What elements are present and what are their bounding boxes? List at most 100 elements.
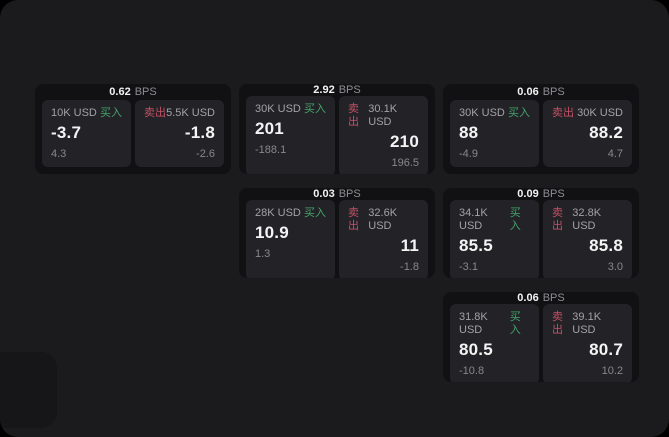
quote-tiles: 31.8K USD 买入 80.5 -10.8 卖出 39.1K USD 80.… [443,304,639,382]
buy-price: 88 [459,123,479,142]
sell-side-label: 卖出 [552,207,563,232]
bps-unit-label: BPS [338,84,361,96]
quote-card-grid: 0.62 BPS 10K USD 买入 -3.7 4.3 卖出 5.5K USD [35,84,639,382]
quote-card-2: 2.92 BPS 30K USD 买入 201 -188.1 卖出 30.1K … [239,84,435,174]
bps-header: 0.06 BPS [443,292,639,304]
background-shape [0,352,57,428]
quote-card-3: 0.06 BPS 30K USD 买入 88 -4.9 卖出 30K USD [443,84,639,174]
sell-delta: 196.5 [391,157,419,169]
sell-quote-tile[interactable]: 卖出 30K USD 88.2 4.7 [543,100,632,167]
buy-notional: 31.8K USD [459,311,488,336]
buy-notional: 10K USD [51,107,97,119]
buy-side-label: 买入 [509,207,521,232]
buy-tile-header: 31.8K USD 买入 [459,311,530,337]
sell-delta: 4.7 [607,148,623,160]
buy-quote-tile[interactable]: 30K USD 买入 201 -188.1 [246,96,335,174]
quote-tiles: 30K USD 买入 88 -4.9 卖出 30K USD 88.2 4.7 [443,100,639,174]
bps-header: 2.92 BPS [239,84,435,96]
buy-tile-header: 10K USD 买入 [51,107,122,120]
buy-notional: 28K USD [255,207,301,219]
bps-unit-label: BPS [134,86,157,98]
bps-unit-label: BPS [542,188,565,200]
sell-side-label: 卖出 [348,103,359,128]
bps-value: 0.62 [109,86,131,98]
buy-quote-tile[interactable]: 10K USD 买入 -3.7 4.3 [42,100,131,167]
sell-tile-header: 卖出 30K USD [552,107,623,120]
buy-side-label: 买入 [304,207,326,219]
sell-notional: 39.1K USD [572,311,602,336]
sell-delta: -1.8 [400,261,419,273]
sell-price: -1.8 [184,123,215,142]
sell-tile-header: 卖出 32.8K USD [552,207,623,233]
sell-price: 11 [400,236,419,255]
buy-delta: -10.8 [459,365,485,377]
sell-notional: 30K USD [577,107,623,119]
buy-tile-header: 34.1K USD 买入 [459,207,530,233]
sell-delta: 10.2 [601,365,623,377]
buy-tile-header: 28K USD 买入 [255,207,326,220]
bps-value: 2.92 [313,84,335,96]
bps-header: 0.09 BPS [443,188,639,200]
bps-unit-label: BPS [542,292,565,304]
sell-notional: 5.5K USD [166,107,215,119]
bps-value: 0.06 [517,86,539,98]
buy-delta: 1.3 [255,248,271,260]
quote-card-1: 0.62 BPS 10K USD 买入 -3.7 4.3 卖出 5.5K USD [35,84,231,174]
sell-notional: 32.8K USD [572,207,602,232]
sell-side-label: 卖出 [552,107,574,119]
buy-price: 201 [255,119,284,138]
bps-unit-label: BPS [338,188,361,200]
buy-delta: 4.3 [51,148,67,160]
sell-delta: 3.0 [607,261,623,273]
buy-price: 85.5 [459,236,493,255]
buy-notional: 34.1K USD [459,207,488,232]
sell-quote-tile[interactable]: 卖出 32.6K USD 11 -1.8 [339,200,428,278]
bps-value: 0.06 [517,292,539,304]
buy-quote-tile[interactable]: 31.8K USD 买入 80.5 -10.8 [450,304,539,382]
quote-tiles: 28K USD 买入 10.9 1.3 卖出 32.6K USD 11 -1.8 [239,200,435,278]
sell-notional: 32.6K USD [368,207,398,232]
sell-price: 88.2 [589,123,623,142]
bps-header: 0.62 BPS [35,84,231,100]
bps-value: 0.09 [517,188,539,200]
sell-quote-tile[interactable]: 卖出 30.1K USD 210 196.5 [339,96,428,174]
buy-delta: -4.9 [459,148,478,160]
sell-quote-tile[interactable]: 卖出 32.8K USD 85.8 3.0 [543,200,632,278]
buy-quote-tile[interactable]: 28K USD 买入 10.9 1.3 [246,200,335,278]
buy-price: -3.7 [51,123,82,142]
buy-delta: -188.1 [255,144,287,156]
sell-quote-tile[interactable]: 卖出 39.1K USD 80.7 10.2 [543,304,632,382]
buy-quote-tile[interactable]: 30K USD 买入 88 -4.9 [450,100,539,167]
buy-notional: 30K USD [255,103,301,115]
sell-notional: 30.1K USD [368,103,398,128]
sell-price: 80.7 [589,340,623,359]
buy-tile-header: 30K USD 买入 [255,103,326,116]
quote-tiles: 34.1K USD 买入 85.5 -3.1 卖出 32.8K USD 85.8… [443,200,639,278]
sell-side-label: 卖出 [552,311,563,336]
quote-card-6: 0.06 BPS 31.8K USD 买入 80.5 -10.8 卖出 39.1… [443,292,639,382]
sell-quote-tile[interactable]: 卖出 5.5K USD -1.8 -2.6 [135,100,224,167]
sell-side-label: 卖出 [348,207,359,232]
sell-tile-header: 卖出 30.1K USD [348,103,419,129]
sell-tile-header: 卖出 39.1K USD [552,311,623,337]
bps-header: 0.03 BPS [239,188,435,200]
buy-notional: 30K USD [459,107,505,119]
buy-side-label: 买入 [100,107,122,119]
buy-price: 80.5 [459,340,493,359]
buy-price: 10.9 [255,223,289,242]
sell-side-label: 卖出 [144,107,166,119]
buy-quote-tile[interactable]: 34.1K USD 买入 85.5 -3.1 [450,200,539,278]
bps-header: 0.06 BPS [443,84,639,100]
sell-price: 210 [390,132,419,151]
sell-delta: -2.6 [196,148,215,160]
bps-unit-label: BPS [542,86,565,98]
quote-tiles: 10K USD 买入 -3.7 4.3 卖出 5.5K USD -1.8 -2.… [35,100,231,174]
buy-side-label: 买入 [509,311,521,336]
bps-value: 0.03 [313,188,335,200]
sell-tile-header: 卖出 5.5K USD [144,107,215,120]
buy-side-label: 买入 [304,103,326,115]
buy-tile-header: 30K USD 买入 [459,107,530,120]
buy-delta: -3.1 [459,261,478,273]
sell-tile-header: 卖出 32.6K USD [348,207,419,233]
